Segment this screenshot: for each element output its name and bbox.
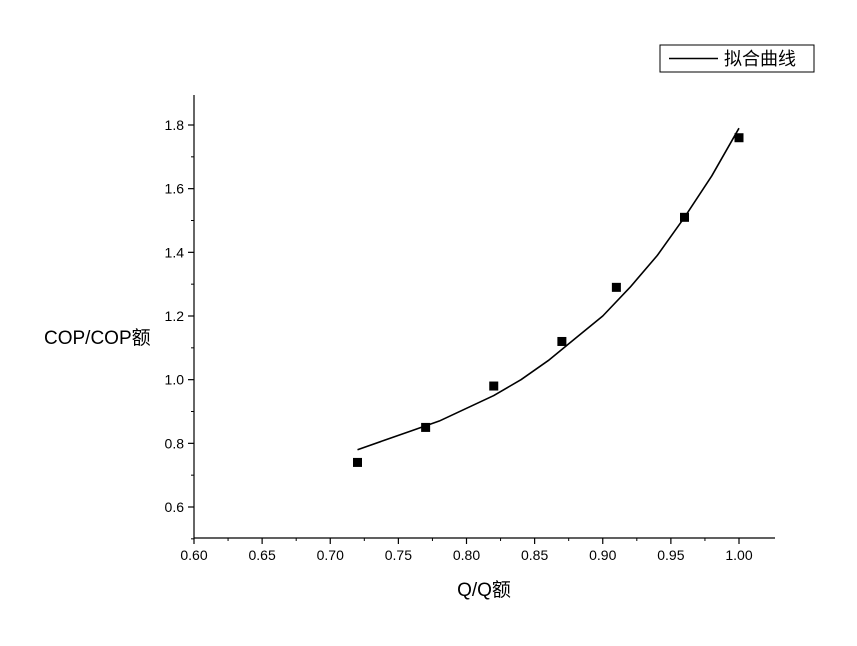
x-tick-label: 0.85	[521, 547, 548, 563]
x-ticks: 0.60 0.65 0.70 0.75 0.80 0.85 0.90 0.95 1.00	[180, 538, 753, 563]
y-ticks: 0.6 0.8 1.0 1.2 1.4 1.6 1.8	[165, 117, 194, 540]
data-point	[489, 381, 499, 391]
data-point	[611, 282, 621, 292]
x-tick-label: 0.70	[317, 547, 344, 563]
axes	[193, 95, 775, 539]
x-tick-label: 0.65	[249, 547, 276, 563]
fit-curve-line	[357, 127, 740, 451]
x-tick-label: 0.90	[589, 547, 616, 563]
x-tick-label: 1.00	[725, 547, 752, 563]
data-point	[557, 336, 567, 346]
y-tick-label: 1.4	[165, 244, 185, 260]
series-layer	[353, 127, 744, 467]
data-point	[353, 457, 362, 467]
legend-label-fit-curve: 拟合曲线	[724, 49, 796, 70]
y-tick-label: 0.6	[165, 499, 185, 515]
legend: 拟合曲线	[659, 44, 815, 73]
y-tick-label: 1.0	[165, 372, 185, 388]
x-axis-title: Q/Q额	[457, 579, 511, 601]
y-tick-label: 1.6	[165, 181, 185, 197]
y-tick-label: 1.2	[165, 308, 185, 324]
x-tick-label: 0.60	[180, 547, 207, 563]
y-axis-title: COP/COP额	[44, 327, 151, 349]
data-point	[680, 212, 689, 222]
y-tick-label: 1.8	[165, 117, 185, 133]
x-tick-label: 0.75	[385, 547, 412, 563]
y-tick-label: 0.8	[165, 435, 185, 451]
x-tick-label: 0.95	[657, 547, 684, 563]
x-tick-label: 0.80	[453, 547, 480, 563]
data-point	[421, 422, 431, 432]
data-point	[734, 133, 744, 143]
